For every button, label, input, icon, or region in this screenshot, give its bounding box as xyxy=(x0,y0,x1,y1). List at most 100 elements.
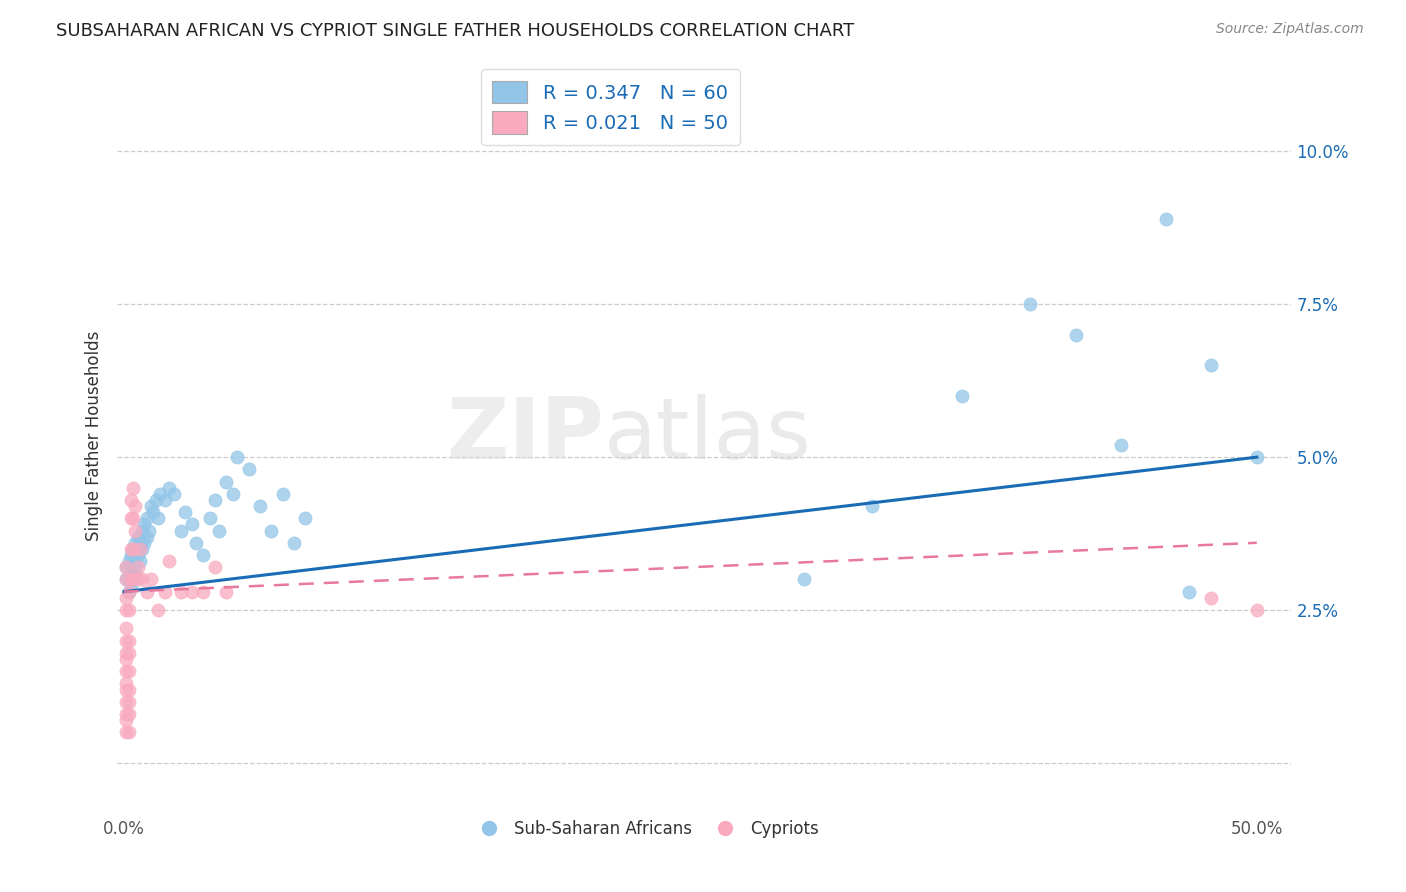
Point xyxy=(294,511,316,525)
Point xyxy=(149,487,172,501)
Text: Source: ZipAtlas.com: Source: ZipAtlas.com xyxy=(1216,22,1364,37)
Point xyxy=(127,530,149,544)
Point xyxy=(117,706,139,721)
Point xyxy=(193,548,215,562)
Point xyxy=(186,535,208,549)
Point xyxy=(117,664,139,678)
Point xyxy=(181,584,204,599)
Point xyxy=(124,554,146,568)
Point xyxy=(117,554,139,568)
Point xyxy=(117,633,139,648)
Point xyxy=(117,646,139,660)
Point xyxy=(181,517,204,532)
Point xyxy=(128,554,150,568)
Point xyxy=(222,487,245,501)
Text: SUBSAHARAN AFRICAN VS CYPRIOT SINGLE FATHER HOUSEHOLDS CORRELATION CHART: SUBSAHARAN AFRICAN VS CYPRIOT SINGLE FAT… xyxy=(56,22,855,40)
Point xyxy=(117,603,139,617)
Point xyxy=(115,573,138,587)
Point xyxy=(793,573,815,587)
Point xyxy=(128,541,150,556)
Point xyxy=(157,481,180,495)
Point xyxy=(153,492,176,507)
Point xyxy=(122,560,145,574)
Point xyxy=(115,633,138,648)
Point xyxy=(131,541,153,556)
Point xyxy=(128,535,150,549)
Point xyxy=(134,535,156,549)
Point xyxy=(1019,297,1042,311)
Point xyxy=(115,713,138,727)
Point xyxy=(115,706,138,721)
Point xyxy=(142,505,165,519)
Point xyxy=(115,591,138,605)
Point xyxy=(117,584,139,599)
Point xyxy=(204,492,226,507)
Point xyxy=(1064,327,1087,342)
Point xyxy=(120,541,142,556)
Point xyxy=(115,664,138,678)
Point xyxy=(117,584,139,599)
Point xyxy=(141,573,163,587)
Point xyxy=(117,725,139,739)
Point xyxy=(124,499,146,513)
Point xyxy=(260,524,283,538)
Point xyxy=(283,535,305,549)
Point xyxy=(122,481,145,495)
Point xyxy=(135,511,157,525)
Y-axis label: Single Father Households: Single Father Households xyxy=(86,331,103,541)
Point xyxy=(120,548,142,562)
Point xyxy=(115,676,138,690)
Point xyxy=(169,524,191,538)
Point xyxy=(215,584,238,599)
Point xyxy=(157,554,180,568)
Point xyxy=(226,450,249,464)
Point xyxy=(117,573,139,587)
Point xyxy=(1201,591,1223,605)
Point xyxy=(124,524,146,538)
Point xyxy=(124,535,146,549)
Point xyxy=(127,560,149,574)
Point xyxy=(115,573,138,587)
Point xyxy=(138,524,160,538)
Point xyxy=(198,511,221,525)
Point xyxy=(115,725,138,739)
Point xyxy=(120,511,142,525)
Point xyxy=(122,573,145,587)
Point xyxy=(153,584,176,599)
Point xyxy=(134,517,156,532)
Point xyxy=(193,584,215,599)
Point xyxy=(120,578,142,592)
Point xyxy=(1109,438,1132,452)
Point xyxy=(950,389,973,403)
Point xyxy=(1201,359,1223,373)
Point xyxy=(120,566,142,581)
Point xyxy=(1246,450,1268,464)
Point xyxy=(122,541,145,556)
Point xyxy=(127,573,149,587)
Point xyxy=(249,499,271,513)
Point xyxy=(1246,603,1268,617)
Point xyxy=(117,682,139,697)
Point xyxy=(124,566,146,581)
Point xyxy=(1154,211,1177,226)
Point xyxy=(115,560,138,574)
Point xyxy=(1178,584,1201,599)
Point xyxy=(127,548,149,562)
Point xyxy=(115,560,138,574)
Point xyxy=(115,646,138,660)
Point xyxy=(174,505,197,519)
Point xyxy=(115,682,138,697)
Point xyxy=(135,584,157,599)
Point xyxy=(145,492,167,507)
Point xyxy=(115,603,138,617)
Point xyxy=(131,524,153,538)
Point xyxy=(131,573,153,587)
Legend: Sub-Saharan Africans, Cypriots: Sub-Saharan Africans, Cypriots xyxy=(465,814,825,845)
Point xyxy=(141,499,163,513)
Point xyxy=(860,499,883,513)
Text: ZIP: ZIP xyxy=(447,394,605,477)
Point xyxy=(122,511,145,525)
Point xyxy=(271,487,294,501)
Point xyxy=(215,475,238,489)
Point xyxy=(169,584,191,599)
